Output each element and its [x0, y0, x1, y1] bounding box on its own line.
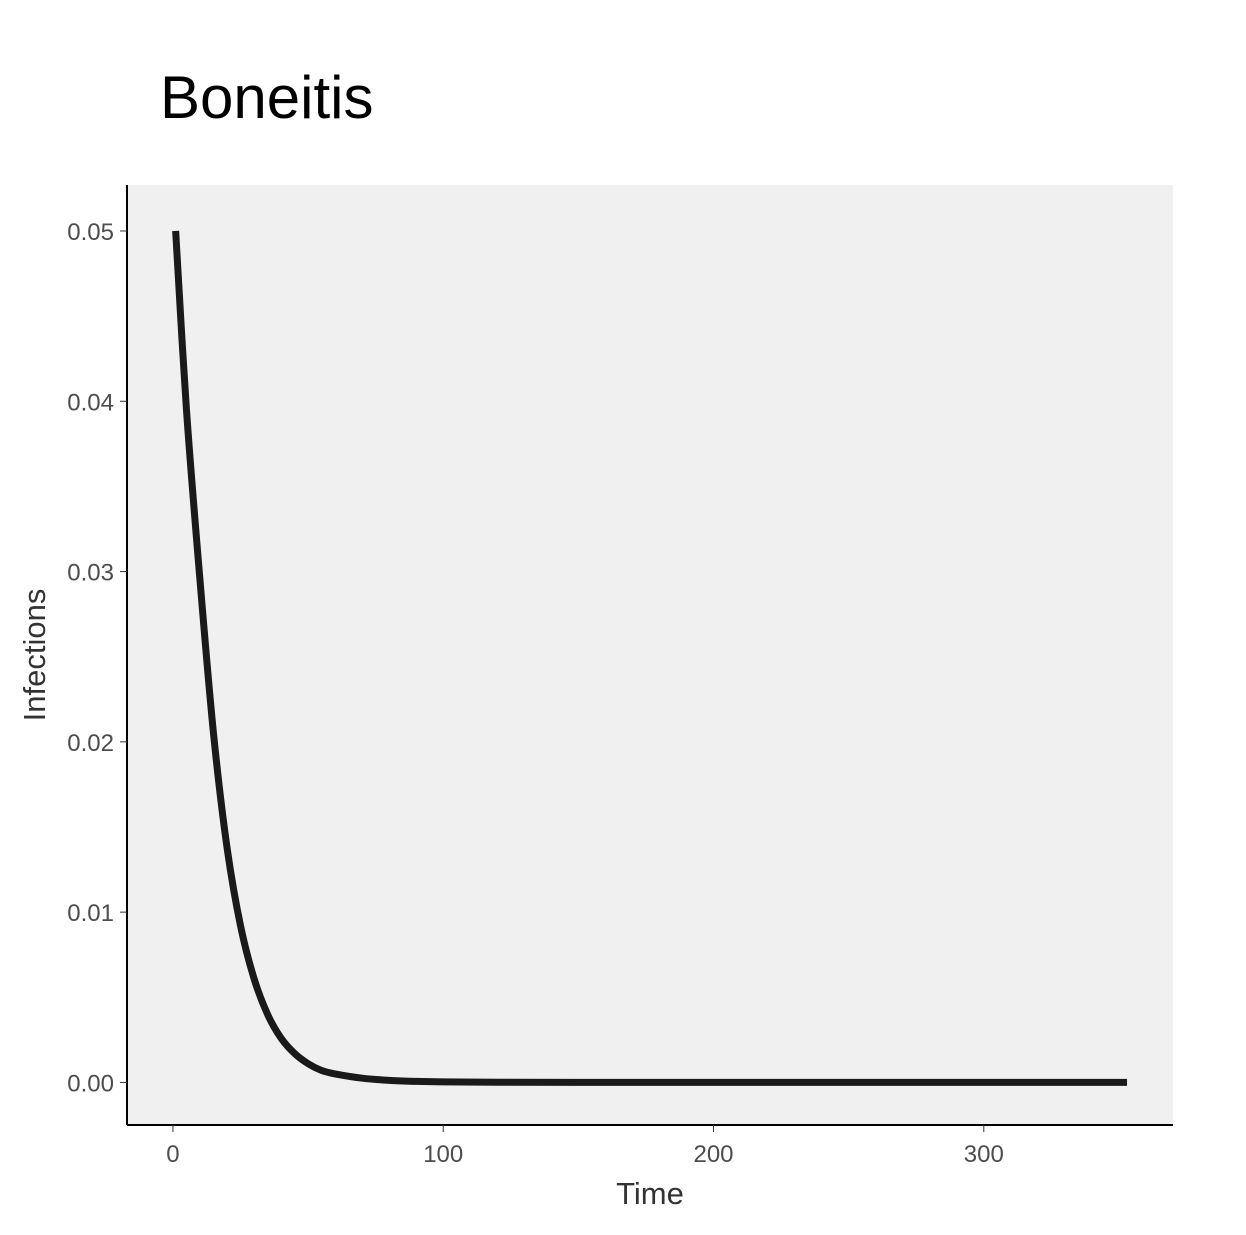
- y-tick-label: 0.02: [67, 730, 114, 757]
- x-tick-label: 0: [166, 1141, 179, 1168]
- y-tick-label: 0.04: [67, 389, 114, 416]
- y-tick-label: 0.01: [67, 900, 114, 927]
- y-axis-ticks: 0.00 0.01 0.02 0.03 0.04 0.05: [67, 219, 127, 1097]
- y-tick-label: 0.00: [67, 1070, 114, 1097]
- x-tick-label: 300: [964, 1141, 1004, 1168]
- y-axis-title: Infections: [17, 589, 52, 722]
- y-tick-label: 0.03: [67, 560, 114, 587]
- x-tick-label: 100: [423, 1141, 463, 1168]
- chart-marks: [172, 230, 1128, 1086]
- y-tick-label: 0.05: [67, 219, 114, 246]
- x-axis-ticks: 0 100 200 300: [166, 1125, 1004, 1168]
- plot-panel: [127, 185, 1173, 1125]
- series-line: [172, 230, 1128, 1086]
- x-tick-label: 200: [693, 1141, 733, 1168]
- chart-title: Boneitis: [160, 64, 373, 131]
- x-axis-title: Time: [616, 1176, 684, 1211]
